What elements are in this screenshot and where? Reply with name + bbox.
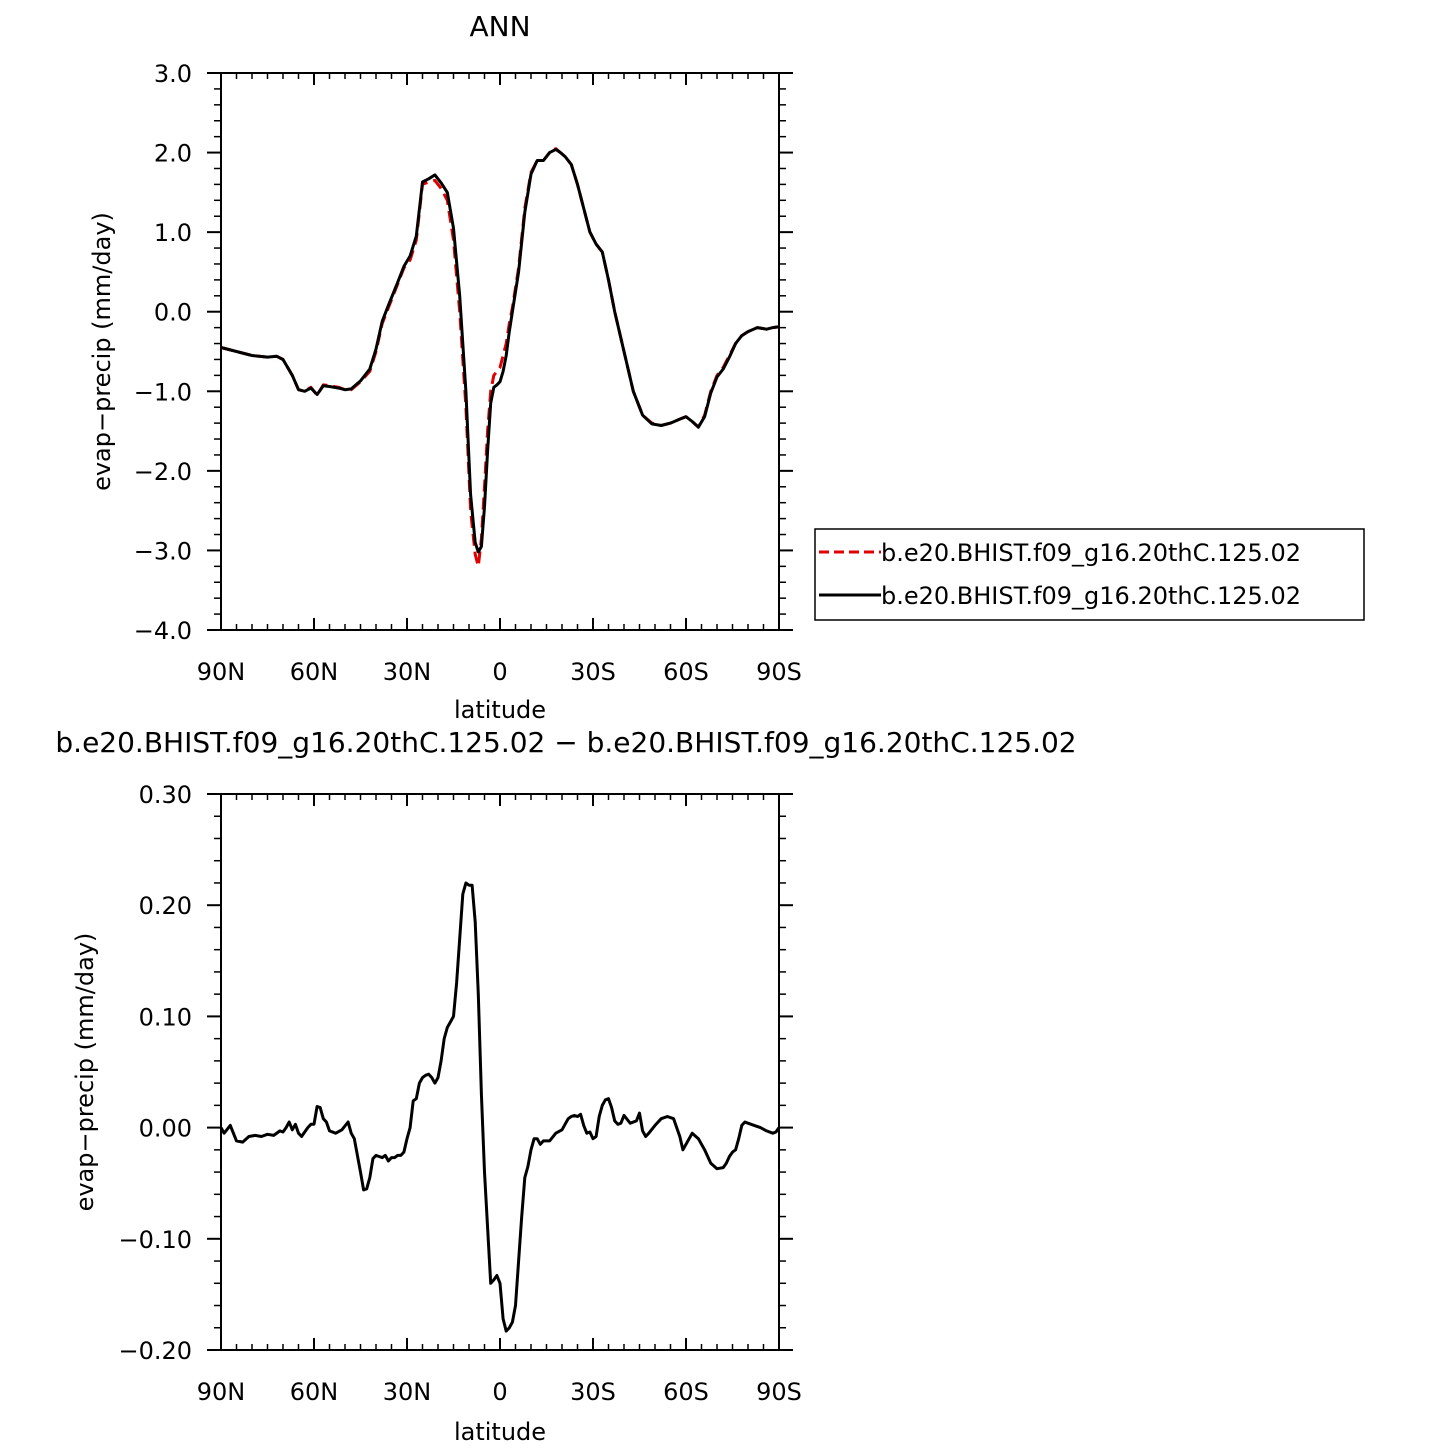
y-axis-label: evap−precip (mm/day)	[71, 933, 99, 1212]
plot-frame	[220, 793, 780, 1351]
y-tick-label: −2.0	[134, 458, 192, 486]
legend-box	[814, 528, 1365, 621]
chart-panel-1: 90N 60N 30N 0 30S 60S 90S 3.0 2.0 1.0 0.0 −1.0 −2.0 −…	[88, 10, 1365, 724]
y-tick-label: −3.0	[134, 537, 192, 565]
x-axis-label: latitude	[454, 696, 546, 724]
series-line-1	[219, 881, 781, 1333]
x-tick-label: 60S	[663, 658, 709, 686]
legend: b.e20.BHIST.f09_g16.20thC.125.02 b.e20.BH…	[814, 528, 1365, 621]
x-tick-label: 60N	[290, 658, 339, 686]
y-tick-label: 0.20	[139, 892, 192, 920]
chart-panel-2: 90N 60N 30N 0 30S 60S 90S 0.30 0.20 0.10 0.00 −0.10…	[55, 726, 1076, 1446]
y-tick-label: 0.30	[139, 781, 192, 809]
y-tick-label: 3.0	[154, 60, 192, 88]
y-tick-label: 0.00	[139, 1115, 192, 1143]
x-tick-label: 90S	[756, 1378, 802, 1406]
x-tick-label: 90N	[197, 658, 246, 686]
chart-title: ANN	[469, 10, 530, 43]
y-tick-label: 0.0	[154, 299, 192, 327]
y-tick-label: −0.20	[118, 1337, 192, 1365]
legend-label: b.e20.BHIST.f09_g16.20thC.125.02	[881, 539, 1301, 567]
x-tick-label: 0	[492, 658, 507, 686]
series-line-1	[220, 147, 780, 568]
y-tick-label: −4.0	[134, 617, 192, 645]
y-tick-label: 1.0	[154, 219, 192, 247]
y-tick-label: 0.10	[139, 1003, 192, 1031]
x-tick-label: 60S	[663, 1378, 709, 1406]
x-tick-label: 60N	[290, 1378, 339, 1406]
x-tick-label: 30N	[383, 658, 432, 686]
series-line-2	[220, 147, 780, 554]
legend-label: b.e20.BHIST.f09_g16.20thC.125.02	[881, 582, 1301, 610]
x-tick-label: 0	[492, 1378, 507, 1406]
y-tick-label: −0.10	[118, 1226, 192, 1254]
chart-title: b.e20.BHIST.f09_g16.20thC.125.02 − b.e20…	[55, 726, 1076, 759]
x-tick-label: 90S	[756, 658, 802, 686]
y-axis-label: evap−precip (mm/day)	[88, 212, 116, 491]
x-axis-label: latitude	[454, 1418, 546, 1446]
x-tick-label: 30N	[383, 1378, 432, 1406]
y-tick-label: −1.0	[134, 378, 192, 406]
plot-frame	[220, 72, 780, 631]
x-tick-label: 30S	[570, 1378, 616, 1406]
x-tick-label: 30S	[570, 658, 616, 686]
x-tick-label: 90N	[197, 1378, 246, 1406]
y-tick-label: 2.0	[154, 140, 192, 168]
